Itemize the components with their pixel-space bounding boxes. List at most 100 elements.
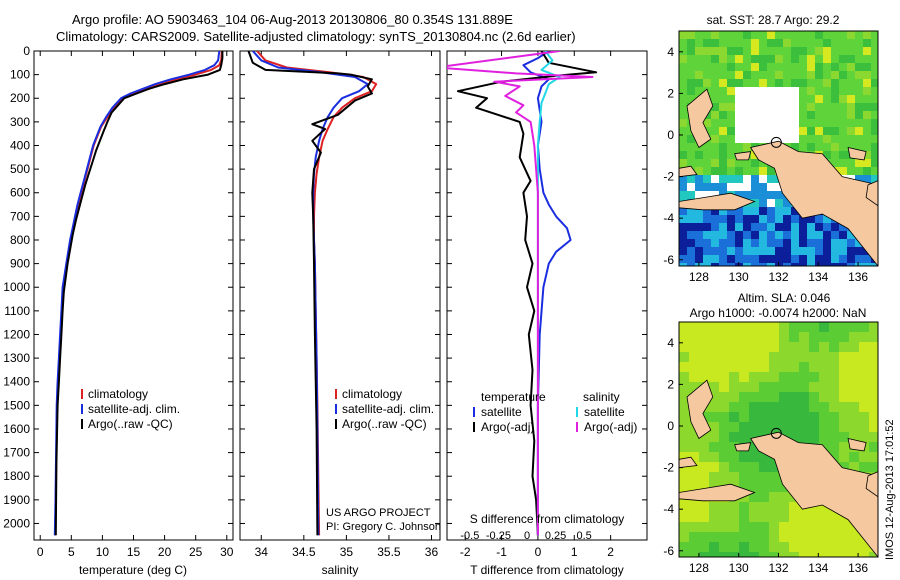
map-cell (719, 39, 727, 47)
sla-land (679, 379, 878, 557)
map-cell (727, 103, 735, 111)
depth-tick-label: 100 (10, 68, 30, 82)
map-cell (775, 79, 783, 87)
map-cell (807, 31, 815, 39)
map-cell (789, 332, 799, 342)
map-cell (799, 382, 809, 392)
map-cell (727, 151, 735, 159)
map-cell (727, 207, 735, 215)
temperature-plot-frame (33, 50, 234, 541)
map-cell (839, 382, 849, 392)
map-cell (729, 362, 739, 372)
depth-tick-label: 700 (10, 209, 30, 223)
map-cell (759, 482, 769, 492)
depth-tick-label: 1900 (3, 493, 30, 507)
series-line-argo-adj- (447, 51, 594, 536)
map-cell (831, 111, 839, 119)
map-cell (729, 462, 739, 472)
map-cell (687, 95, 695, 103)
map-cell (819, 422, 829, 432)
temperature-axis: 0 5 10 15 20 25 30 (37, 51, 234, 559)
s-difference-xlabel: S difference from climatology (470, 512, 625, 526)
map-cell (839, 87, 847, 95)
depth-tick-label: 800 (10, 233, 30, 247)
map-cell (789, 502, 799, 512)
map-cell (729, 392, 739, 402)
map-cell (815, 111, 823, 119)
map-cell (831, 63, 839, 71)
map-cell (759, 512, 769, 522)
map-cell (759, 392, 769, 402)
map-cell (839, 111, 847, 119)
map-cell (871, 135, 878, 143)
map-cell (759, 552, 769, 557)
map-cell (679, 512, 689, 522)
map-cell (735, 71, 743, 79)
map-cell (719, 135, 727, 143)
legend-label: Argo(..raw -QC) (88, 417, 173, 431)
map-cell (775, 247, 783, 255)
map-cell (689, 552, 699, 557)
map-cell (869, 352, 878, 362)
map-cell (699, 322, 709, 332)
map-cell (819, 522, 829, 532)
map-cell (719, 502, 729, 512)
map-cell (789, 352, 799, 362)
map-cell (799, 402, 809, 412)
map-cell (799, 522, 809, 532)
map-cell (779, 502, 789, 512)
map-y-tick-label: -4 (663, 502, 674, 516)
map-cell (679, 532, 689, 542)
map-cell (689, 532, 699, 542)
map-cell (709, 412, 719, 422)
map-cell (783, 239, 791, 247)
map-cell (699, 462, 709, 472)
map-cell (719, 472, 729, 482)
map-cell (751, 119, 759, 127)
map-cell (743, 79, 751, 87)
map-cell (719, 183, 727, 191)
map-cell (779, 372, 789, 382)
map-cell (735, 111, 743, 119)
map-cell (679, 362, 689, 372)
map-cell (709, 392, 719, 402)
map-cell (775, 199, 783, 207)
map-cell (799, 255, 807, 263)
map-cell (759, 39, 767, 47)
map-cell (735, 175, 743, 183)
map-cell (831, 31, 839, 39)
map-cell (759, 95, 767, 103)
x-tick-label: 0 (535, 545, 542, 559)
sst-map-axes: 128 130 132 134 136 4 2 0 -2 -4 -6 (663, 45, 868, 284)
map-cell (819, 542, 829, 552)
map-cell (823, 239, 831, 247)
map-cell (729, 452, 739, 462)
map-cell (849, 332, 859, 342)
map-cell (783, 71, 791, 79)
figure-title-line2: Climatology: CARS2009. Satellite-adjuste… (56, 29, 576, 44)
map-cell (769, 392, 779, 402)
legend-label: climatology (342, 387, 402, 401)
salinity-series (247, 51, 378, 536)
map-cell (807, 47, 815, 55)
map-cell (839, 372, 849, 382)
map-cell (727, 79, 735, 87)
map-cell (679, 342, 689, 352)
map-cell (789, 372, 799, 382)
map-cell (789, 322, 799, 332)
map-x-tick-label: 132 (768, 561, 788, 575)
map-cell (687, 39, 695, 47)
map-cell (783, 47, 791, 55)
map-cell (719, 119, 727, 127)
map-cell (679, 247, 687, 255)
sla-map-axes: 128 130 132 134 136 4 2 0 -2 -4 -6 (663, 336, 868, 575)
map-cell (855, 47, 863, 55)
map-cell (739, 432, 749, 442)
land-island (679, 192, 756, 211)
map-cell (839, 402, 849, 412)
map-y-tick-label: 4 (667, 336, 674, 350)
map-cell (847, 103, 855, 111)
map-cell (869, 552, 878, 557)
map-cell (743, 95, 751, 103)
map-cell (739, 552, 749, 557)
